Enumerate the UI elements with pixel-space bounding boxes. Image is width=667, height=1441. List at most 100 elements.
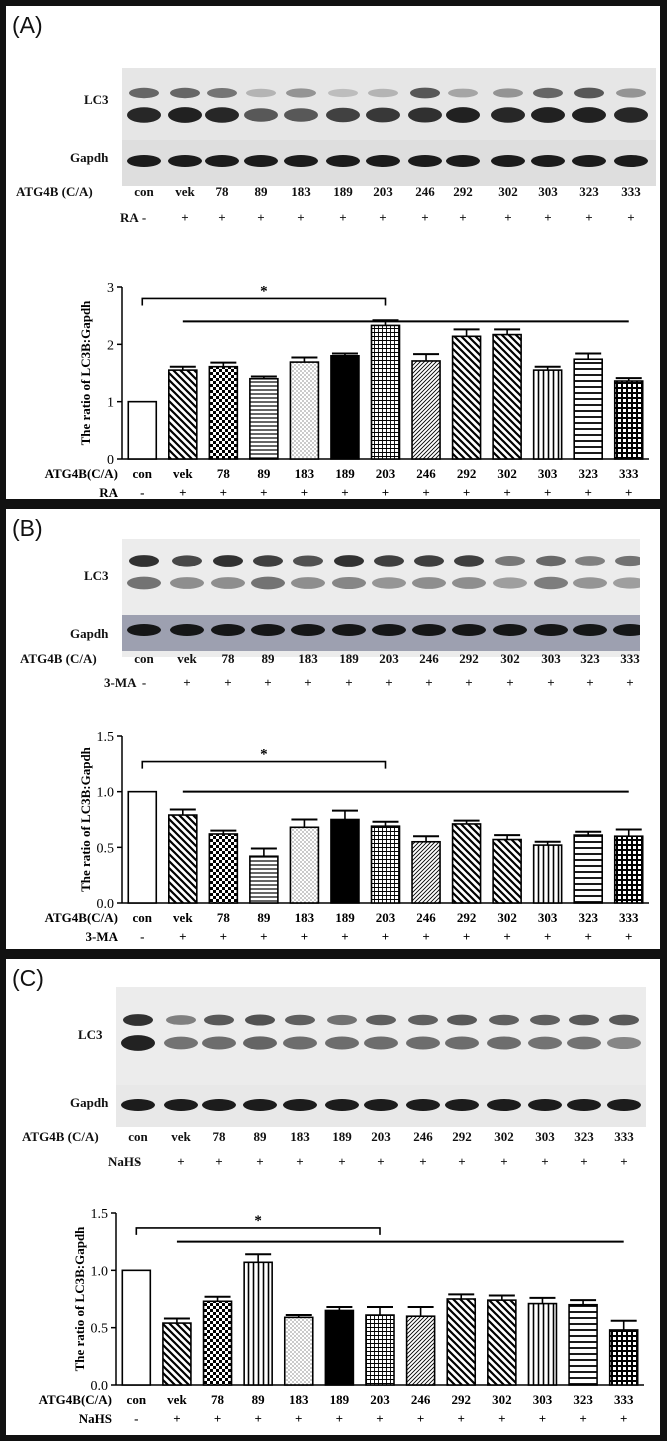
lane-label: con [134, 184, 154, 199]
treatment-mark: + [220, 485, 227, 499]
blot-band [452, 577, 486, 589]
y-axis-label: The ratio of LC3B:Gapdh [72, 1226, 87, 1372]
x-tick-label: con [127, 1392, 147, 1407]
y-tick-label: 1.5 [97, 730, 115, 745]
blot-band [448, 88, 478, 98]
x-tick-label: 78 [217, 466, 231, 481]
blot-band [445, 1036, 479, 1050]
bar [243, 1261, 273, 1386]
lane-label: vek [175, 184, 195, 199]
blot-label-lc3: LC3 [84, 92, 109, 107]
blot-band [170, 624, 204, 636]
blot-band [243, 1036, 277, 1050]
bar [249, 855, 279, 904]
lane-row-title: ATG4B (C/A) [16, 184, 93, 199]
treatment-mark: + [297, 210, 305, 225]
lane-label: 246 [415, 184, 435, 199]
blot-band [164, 1099, 198, 1111]
blot-image [116, 987, 646, 1127]
x-tick-label: 89 [257, 466, 271, 481]
treatment-mark: + [626, 675, 634, 690]
x-tick-label: 203 [370, 1392, 390, 1407]
blot-image [122, 68, 656, 186]
lane-label: 323 [574, 1129, 594, 1144]
x-tick-label: 78 [211, 1392, 225, 1407]
treatment-mark: + [506, 675, 514, 690]
blot-band [575, 556, 605, 566]
blot-band [168, 155, 202, 167]
x-tick-label: 183 [295, 466, 315, 481]
bar [208, 833, 239, 904]
treatment-mark: + [341, 485, 348, 499]
blot-band [374, 555, 404, 567]
bar [608, 1329, 639, 1386]
y-tick-label: 2 [107, 338, 114, 353]
treatment-mark: + [224, 675, 232, 690]
blot-band [412, 577, 446, 589]
blot-label-gapdh: Gapdh [70, 626, 109, 641]
blot-band [121, 1035, 155, 1051]
treatment-mark: + [220, 929, 227, 944]
blot-band [495, 556, 525, 566]
treatment-mark: + [544, 210, 552, 225]
blot-band [607, 1099, 641, 1111]
x-tick-label: 323 [578, 910, 598, 925]
blot-band [528, 1099, 562, 1111]
bar [121, 1269, 152, 1386]
blot-band [285, 1014, 315, 1026]
treatment-mark: - [135, 1154, 141, 1169]
lane-label: 89 [253, 1129, 267, 1144]
x-tick-label: 333 [619, 910, 639, 925]
lane-label: 303 [541, 651, 561, 666]
y-tick-label: 0 [107, 453, 114, 468]
blot-band [487, 1099, 521, 1111]
x-tick-label: 292 [457, 910, 477, 925]
treatment-mark: + [620, 1411, 627, 1426]
blot-band [286, 88, 316, 98]
bar [330, 355, 360, 460]
x-tick-label: 303 [533, 1392, 553, 1407]
treatment-mark: + [580, 1154, 588, 1169]
blot-band [446, 107, 480, 123]
bar-chart: 0 1 2 3 The ratio of LC3B:Gapdh * ATG4B(C/A) RA… [45, 281, 649, 499]
panel-label: (A) [12, 12, 43, 38]
significance-bracket [141, 760, 387, 769]
treatment-mark: + [463, 485, 470, 499]
x-tick-label: 292 [451, 1392, 471, 1407]
blot-band [414, 555, 444, 567]
blot-band [251, 576, 285, 590]
blot-band [291, 624, 325, 636]
blot-band [202, 1036, 236, 1050]
blot-band [293, 555, 323, 567]
treatment-mark: + [296, 1154, 304, 1169]
blot-band [328, 88, 358, 98]
lane-label: 189 [339, 651, 359, 666]
treatment-mark: + [260, 929, 267, 944]
treatment-mark: + [539, 1411, 546, 1426]
treatment-mark: + [336, 1411, 343, 1426]
bar [208, 365, 239, 460]
lane-label: 89 [254, 184, 268, 199]
significance-star: * [254, 1213, 262, 1229]
treatment-mark: + [627, 210, 635, 225]
blot-band [325, 1099, 359, 1111]
lane-label: 292 [452, 1129, 472, 1144]
blot-label-lc3: LC3 [78, 1027, 103, 1042]
bar-chart: 0.0 0.5 1.0 1.5 The ratio of LC3B:Gapdh * ATG4… [45, 730, 649, 944]
treatment-row-title: RA [120, 210, 139, 225]
lane-label: 78 [221, 651, 235, 666]
treatment-mark: + [625, 929, 632, 944]
lane-label: con [134, 651, 154, 666]
treatment-mark: + [504, 210, 512, 225]
bar [330, 818, 360, 904]
blot-band [284, 108, 318, 122]
significance-bracket [141, 297, 387, 306]
blot-band [531, 155, 565, 167]
treatment-mark: + [301, 929, 308, 944]
blot-band [447, 1014, 477, 1026]
x-tick-label: 89 [252, 1392, 266, 1407]
treatment-mark: + [458, 1154, 466, 1169]
bar [202, 1300, 233, 1386]
bar [289, 826, 320, 904]
blot-band [172, 555, 202, 567]
